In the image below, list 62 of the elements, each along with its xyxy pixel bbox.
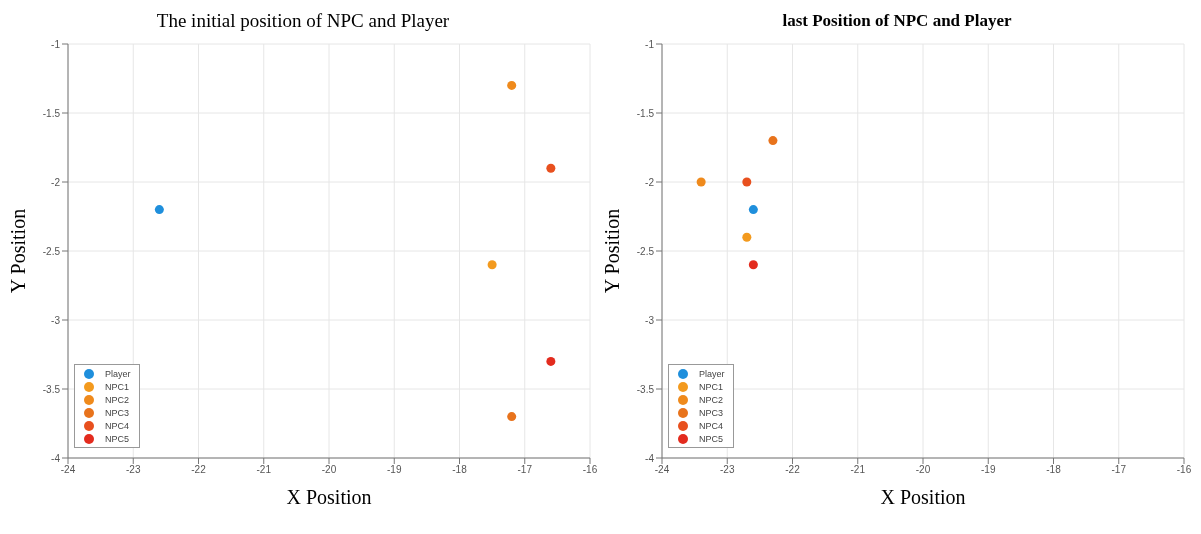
chart-title: last Position of NPC and Player <box>781 10 1013 32</box>
y-tick-label: -1 <box>51 38 61 50</box>
x-tick-label: -23 <box>126 464 141 476</box>
legend-label: NPC1 <box>105 381 130 392</box>
legend-label: NPC3 <box>699 407 724 418</box>
y-tick-label: -1.5 <box>42 107 61 119</box>
legend-label: NPC3 <box>105 407 130 418</box>
y-axis-title: Y Position <box>601 208 624 294</box>
legend-label: NPC1 <box>699 381 724 392</box>
x-tick-label: -18 <box>452 464 468 476</box>
x-tick-label: -19 <box>387 464 402 476</box>
point <box>546 163 556 173</box>
point <box>507 412 517 422</box>
y-tick-label: -3 <box>51 314 61 326</box>
y-tick-label: -4 <box>51 452 61 464</box>
point <box>546 356 556 366</box>
y-axis-title: Y Position <box>7 208 30 294</box>
x-tick-label: -21 <box>850 464 866 476</box>
y-tick-label: -2 <box>645 176 655 188</box>
y-tick-label: -1 <box>645 38 655 50</box>
x-tick-label: -18 <box>1046 464 1062 476</box>
point <box>507 80 517 90</box>
legend-label: NPC2 <box>105 394 130 405</box>
chart-title: The initial position of NPC and Player <box>155 9 451 33</box>
point <box>748 260 758 270</box>
y-tick-label: -2.5 <box>42 245 61 257</box>
x-tick-label: -16 <box>582 464 598 476</box>
point <box>154 205 164 215</box>
legend-label: NPC4 <box>105 420 130 431</box>
y-tick-label: -3.5 <box>42 383 61 395</box>
point <box>748 205 758 215</box>
legend-label: NPC5 <box>699 433 724 444</box>
y-tick-label: -4 <box>645 452 655 464</box>
x-axis-title: X Position <box>880 486 966 508</box>
y-tick-label: -2 <box>51 176 61 188</box>
x-tick-label: -16 <box>1176 464 1192 476</box>
x-tick-label: -22 <box>785 464 801 476</box>
x-tick-label: -23 <box>720 464 735 476</box>
point <box>487 260 497 270</box>
y-tick-label: -1.5 <box>636 107 655 119</box>
x-tick-label: -20 <box>321 464 337 476</box>
legend-label: NPC4 <box>699 420 724 431</box>
x-tick-label: -19 <box>981 464 996 476</box>
legend-label: NPC5 <box>105 433 130 444</box>
x-tick-label: -22 <box>191 464 207 476</box>
legend-label: NPC2 <box>699 394 724 405</box>
x-tick-label: -21 <box>256 464 272 476</box>
x-tick-label: -24 <box>60 464 76 476</box>
y-tick-label: -3 <box>645 314 655 326</box>
y-tick-label: -3.5 <box>636 383 655 395</box>
legend-label: Player <box>699 368 725 379</box>
x-tick-label: -17 <box>1111 464 1127 476</box>
point <box>742 232 752 242</box>
y-tick-label: -2.5 <box>636 245 655 257</box>
x-tick-label: -20 <box>915 464 931 476</box>
point <box>768 136 778 146</box>
x-axis-title: X Position <box>286 486 372 508</box>
point <box>696 177 706 187</box>
x-tick-label: -17 <box>517 464 533 476</box>
point <box>742 177 752 187</box>
legend-label: Player <box>105 368 131 379</box>
x-tick-label: -24 <box>654 464 670 476</box>
